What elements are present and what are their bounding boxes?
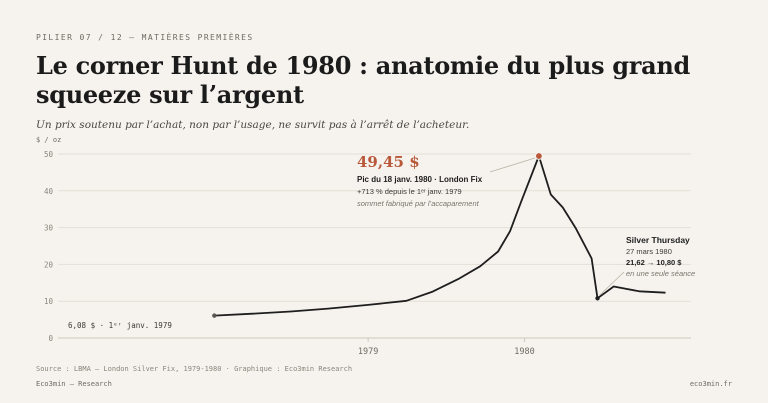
silver-thursday-drop: 21,62 → 10,80 $ — [626, 258, 682, 267]
peak-value-label: 49,45 $ — [357, 153, 420, 171]
silver-thursday-title: Silver Thursday — [626, 235, 690, 245]
series-line — [214, 155, 666, 317]
grid-lines — [58, 153, 691, 342]
chart-subtitle: Un prix soutenu par l’achat, non par l’u… — [36, 119, 470, 131]
y-tick-label: 50 — [44, 150, 54, 159]
start-value-label: 6,08 $ · 1ᵉʳ janv. 1979 — [68, 321, 172, 330]
peak-marker — [535, 152, 543, 160]
annotation-leaders — [489, 157, 625, 296]
peak-leader — [489, 157, 536, 173]
x-tick-label: 1979 — [358, 347, 378, 357]
y-tick-labels: 0 10 20 30 40 50 — [44, 150, 54, 343]
peak-note: sommet fabriqué par l’accaparement — [357, 199, 479, 208]
y-tick-label: 40 — [44, 187, 54, 196]
silver-thursday-date: 27 mars 1980 — [626, 247, 672, 256]
annotation-markers — [212, 152, 600, 318]
footer-brand: Eco3min — Research — [36, 380, 112, 388]
source-note: Source : LBMA — London Silver Fix, 1979-… — [36, 365, 353, 373]
start-marker — [212, 313, 217, 318]
silver-thursday-leader — [599, 271, 625, 296]
peak-change: +713 % depuis le 1ᵉʳ janv. 1979 — [357, 187, 462, 196]
footer-site: eco3min.fr — [689, 380, 732, 388]
y-tick-label: 30 — [44, 224, 54, 233]
kicker: PILIER 07 / 12 — MATIÈRES PREMIÈRES — [36, 33, 254, 42]
x-tick-labels: 1979 1980 — [358, 347, 535, 357]
y-tick-label: 10 — [44, 297, 54, 306]
y-tick-label: 0 — [48, 334, 53, 343]
peak-caption: Pic du 18 janv. 1980 · London Fix — [357, 175, 483, 184]
silver-thursday-marker — [595, 296, 600, 301]
chart-title: Le corner Hunt de 1980 : anatomie du plu… — [36, 51, 690, 109]
x-tick-label: 1980 — [514, 347, 534, 357]
y-axis-label: $ / oz — [36, 136, 61, 144]
silver-thursday-note: en une seule séance — [626, 269, 696, 278]
y-tick-label: 20 — [44, 260, 54, 269]
